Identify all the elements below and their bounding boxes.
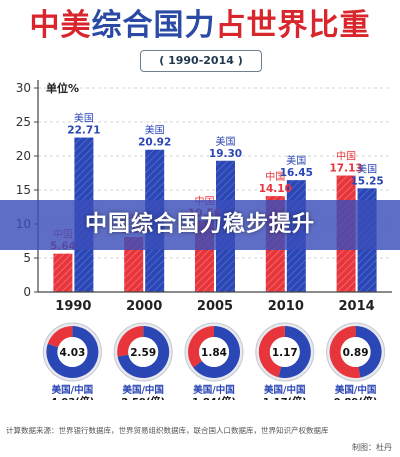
data-label: 20.92: [138, 137, 171, 149]
y-tick-label: 30: [16, 81, 31, 95]
y-tick-label: 5: [23, 251, 31, 265]
donut-hole: [340, 337, 371, 367]
x-tick-label: 2014: [339, 299, 375, 314]
title-part-2: 综合国力: [91, 8, 216, 43]
ratio-value: 1.17: [272, 347, 298, 359]
ratio-pair-label: 美国/中国: [263, 384, 305, 396]
china-share-arc: [329, 326, 361, 378]
data-label: 17.13: [329, 163, 362, 175]
series-name-label: 中国: [265, 170, 285, 183]
ratio-pair-label: 美国/中国: [121, 384, 163, 396]
y-tick-label: 20: [16, 149, 31, 163]
series-name-label: 美国: [357, 162, 377, 175]
ratio-value: 1.84: [201, 347, 227, 359]
series-name-label: 美国: [216, 135, 236, 148]
series-name-label: 美国: [145, 124, 165, 137]
series-name-label: 美国: [74, 112, 94, 125]
x-tick-label: 2010: [268, 299, 304, 314]
x-tick-label: 1990: [55, 299, 91, 314]
usa-share-arc: [193, 326, 241, 378]
ratio-bottom-label: 4.03(倍): [50, 395, 94, 400]
china-bar: [53, 253, 73, 292]
period-label: ( 1990-2014 ): [140, 50, 262, 72]
x-tick-label: 2005: [197, 299, 233, 314]
ratio-bottom-label: 0.89(倍): [334, 395, 378, 400]
title-part-1: 中美: [29, 8, 92, 43]
china-bar: [124, 236, 144, 292]
usa-share-arc: [46, 326, 99, 378]
usa-share-arc: [117, 326, 170, 379]
y-axis-label: 单位%: [46, 81, 79, 95]
chart-title: 中美综合国力占世界比重: [0, 0, 400, 52]
donut-hole: [269, 337, 300, 367]
data-label: 16.45: [280, 167, 313, 179]
y-tick-label: 15: [16, 183, 31, 197]
ratio-pair-label: 美国/中国: [51, 384, 93, 396]
ratio-value: 4.03: [59, 347, 85, 359]
donut-hole: [199, 337, 229, 367]
series-name-label: 中国: [336, 150, 356, 163]
ratio-value: 2.59: [130, 347, 156, 359]
ratio-value: 0.89: [343, 347, 369, 359]
ratio-pair-label: 美国/中国: [192, 384, 234, 396]
y-tick-label: 0: [23, 285, 31, 299]
series-name-label: 美国: [286, 154, 306, 167]
usa-share-arc: [278, 326, 311, 378]
data-label: 22.71: [67, 125, 100, 137]
y-tick-label: 25: [16, 115, 31, 129]
headline-banner: 中国综合国力稳步提升: [0, 200, 400, 250]
ratio-bottom-label: 1.17(倍): [263, 395, 307, 400]
data-label: 14.10: [259, 183, 292, 195]
donut-hole: [57, 337, 88, 367]
ratio-bottom-label: 1.84(倍): [192, 395, 236, 400]
title-part-3: 占世界比重: [215, 8, 371, 43]
donut-hole: [128, 337, 159, 367]
data-label: 19.30: [209, 148, 242, 160]
data-source-note: 计算数据来源：世界银行数据库，世界贸易组织数据库，联合国人口数据库，世界知识产权…: [6, 426, 329, 435]
x-tick-label: 2000: [126, 299, 162, 314]
usa-share-arc: [355, 326, 382, 378]
china-share-arc: [117, 326, 144, 357]
china-share-arc: [188, 326, 214, 368]
data-label: 15.25: [350, 175, 383, 187]
china-share-arc: [258, 326, 285, 378]
ratio-bottom-label: 2.59(倍): [121, 395, 165, 400]
ratio-pair-label: 美国/中国: [334, 384, 376, 396]
credit-note: 制图：杜丹: [352, 443, 392, 452]
china-share-arc: [47, 326, 73, 348]
